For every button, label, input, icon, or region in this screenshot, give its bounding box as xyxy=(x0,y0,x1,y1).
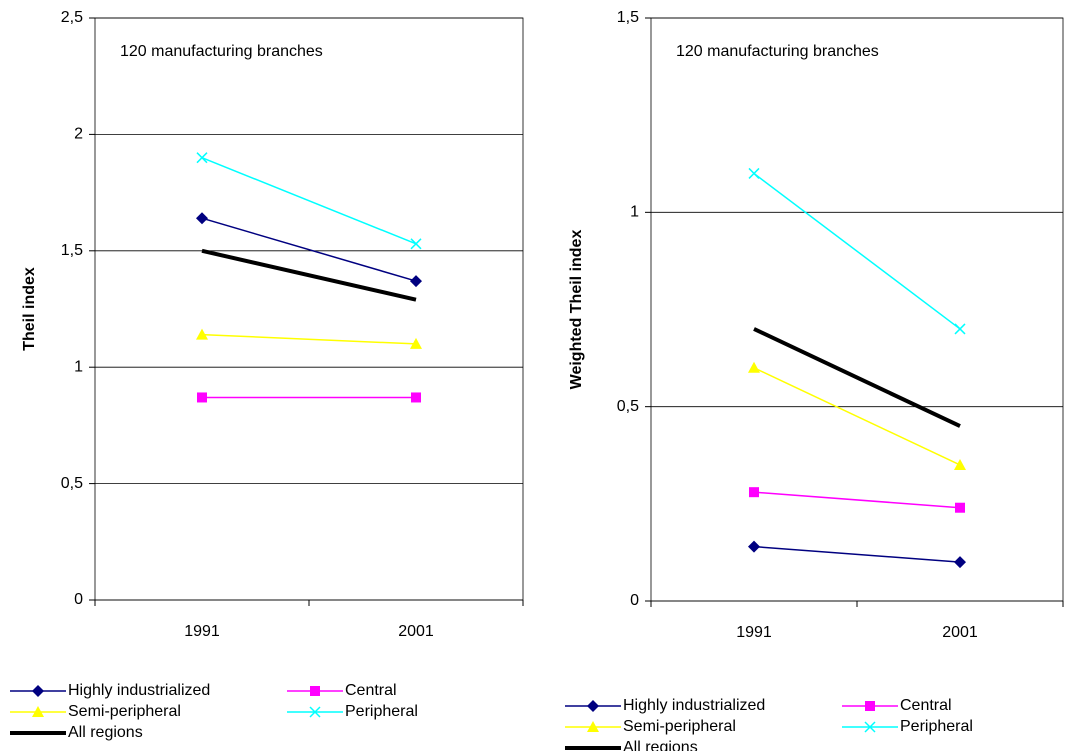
y-tick-label: 2 xyxy=(74,126,83,143)
marker xyxy=(32,706,44,717)
y-axis-label: Theil index xyxy=(21,267,38,351)
y-tick-label: 1,5 xyxy=(617,9,639,26)
legend-label: Semi-peripheral xyxy=(68,703,181,720)
x-tick-label: 2001 xyxy=(942,624,978,641)
annotation: 120 manufacturing branches xyxy=(676,43,879,60)
marker xyxy=(309,706,321,718)
y-tick-label: 0,5 xyxy=(61,475,83,492)
marker xyxy=(954,323,966,335)
series-line xyxy=(753,367,961,466)
legend-label: All regions xyxy=(623,739,698,751)
y-tick-label: 2,5 xyxy=(61,9,83,26)
marker xyxy=(864,721,876,733)
marker xyxy=(954,556,966,569)
y-tick-label: 1 xyxy=(74,358,83,375)
marker xyxy=(411,392,421,403)
legend-label: Central xyxy=(345,682,397,699)
x-tick-label: 1991 xyxy=(184,623,220,640)
legend-label: Peripheral xyxy=(900,718,973,735)
marker xyxy=(748,540,760,553)
y-tick-label: 0,5 xyxy=(617,398,639,415)
series-line xyxy=(753,327,961,428)
marker xyxy=(410,238,422,250)
x-tick-label: 2001 xyxy=(398,623,434,640)
legend-label: All regions xyxy=(68,724,143,741)
y-tick-label: 1 xyxy=(630,204,639,221)
series-line xyxy=(201,156,417,245)
marker xyxy=(32,685,44,697)
marker xyxy=(954,458,966,470)
y-tick-label: 0 xyxy=(74,591,83,608)
chart: 0 0,5 1 1,5 2 2,5 1991 2001 120 manufacturing br… xyxy=(10,9,524,741)
legend-label: Peripheral xyxy=(345,703,418,720)
plot-border xyxy=(94,17,524,601)
marker xyxy=(748,361,760,373)
chart: 0 0,5 1 1,5 1991 2001 120 manufacturing branch… xyxy=(565,9,1064,751)
marker xyxy=(410,275,422,288)
marker xyxy=(196,152,208,164)
marker xyxy=(865,701,875,711)
annotation: 120 manufacturing branches xyxy=(120,43,323,60)
y-tick-label: 0 xyxy=(630,592,639,609)
legend-label: Highly industrialized xyxy=(68,682,210,699)
legend-label: Central xyxy=(900,697,952,714)
series-line xyxy=(753,172,961,330)
series-line xyxy=(201,333,417,345)
legend-label: Semi-peripheral xyxy=(623,718,736,735)
y-tick-label: 1,5 xyxy=(61,242,83,259)
series-line xyxy=(753,491,961,509)
x-tick-label: 1991 xyxy=(736,624,772,641)
marker xyxy=(587,700,599,712)
marker xyxy=(749,487,759,498)
legend-label: Highly industrialized xyxy=(623,697,765,714)
series-line xyxy=(753,545,961,563)
marker xyxy=(748,167,760,179)
marker xyxy=(310,686,320,696)
y-axis-label: Weighted Theil index xyxy=(568,230,585,390)
marker xyxy=(587,721,599,732)
marker xyxy=(410,337,422,349)
marker xyxy=(196,328,208,340)
marker xyxy=(955,502,965,513)
marker xyxy=(197,392,207,403)
series-line xyxy=(201,217,417,282)
plot-border xyxy=(650,17,1064,602)
series-line xyxy=(201,248,417,302)
marker xyxy=(196,212,208,225)
